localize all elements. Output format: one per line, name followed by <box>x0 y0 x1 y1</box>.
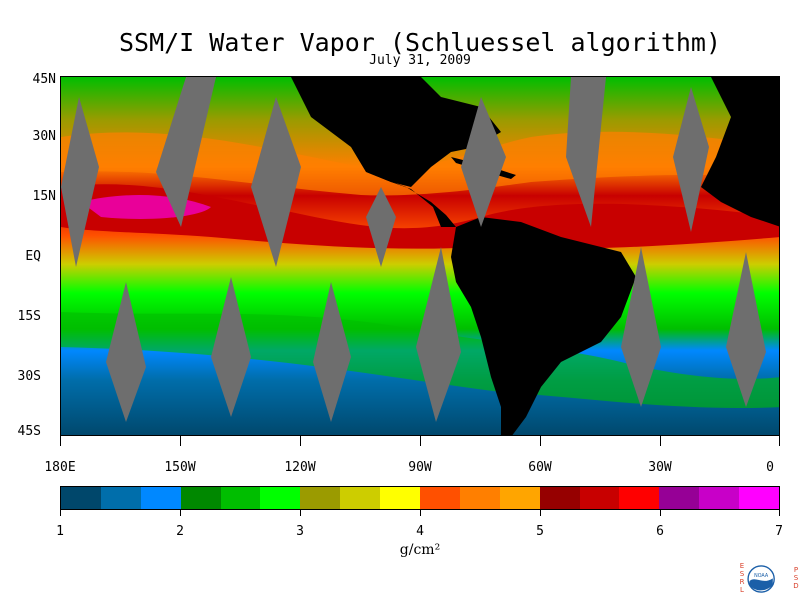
map-canvas <box>61 77 779 435</box>
lon-tick <box>300 436 301 446</box>
colorbar-label-3: 3 <box>296 524 304 539</box>
colorbar-units: g/cm² <box>399 542 441 558</box>
swath-gap <box>156 77 216 227</box>
colorbar-label-4: 4 <box>416 524 424 539</box>
colorbar-label-2: 2 <box>176 524 184 539</box>
colorbar-segment <box>61 487 101 509</box>
colorbar-tick <box>660 510 661 516</box>
colorbar-segment <box>380 487 421 509</box>
colorbar-segment <box>140 487 181 509</box>
north-america-land <box>291 77 501 187</box>
south-america-land <box>451 217 636 435</box>
colorbar-segment <box>260 487 301 509</box>
psd-text: PSD <box>792 566 800 590</box>
colorbar-tick <box>420 510 421 516</box>
itcz-band <box>61 184 779 249</box>
lon-tick <box>540 436 541 446</box>
lon-tick <box>420 436 421 446</box>
map-date: July 31, 2009 <box>369 53 471 68</box>
lat-label-30s: 30S <box>17 369 41 384</box>
psd-vertical-text: PSD <box>792 566 800 592</box>
lat-label-45n: 45N <box>32 72 56 87</box>
lon-label-180e: 180E <box>44 460 76 475</box>
colorbar-segment <box>180 487 221 509</box>
europe-africa-land <box>701 77 779 227</box>
noaa-logo-wave <box>749 578 773 591</box>
lat-label-15n: 15N <box>32 189 56 204</box>
swath-gap <box>106 282 146 422</box>
lat-label-45s: 45S <box>17 424 41 439</box>
colorbar-segment <box>499 487 540 509</box>
swath-gap <box>211 277 251 417</box>
colorbar-tick <box>540 510 541 516</box>
lon-tick <box>779 436 780 446</box>
colorbar-segment <box>220 487 261 509</box>
lat-label-30n: 30N <box>32 129 56 144</box>
lon-label-120w: 120W <box>284 460 316 475</box>
swath-gap <box>366 187 396 267</box>
colorbar-tick <box>779 510 780 516</box>
map-title: SSM/I Water Vapor (Schluessel algorithm) <box>118 28 722 57</box>
swath-gap <box>726 252 766 407</box>
esrl-vertical-text: ESRL <box>738 562 746 596</box>
colorbar-segment <box>579 487 620 509</box>
swath-gap <box>566 77 606 227</box>
swath-gap <box>251 97 301 267</box>
colorbar-segment <box>420 487 460 509</box>
swath-gap <box>416 247 461 422</box>
swath-gap <box>673 87 709 232</box>
water-vapor-map <box>60 76 780 436</box>
lon-label-90w: 90W <box>408 460 432 475</box>
lat-label-15s: 15S <box>17 309 41 324</box>
lon-label-30w: 30W <box>648 460 672 475</box>
lon-label-0: 0 <box>766 460 774 475</box>
swath-gap <box>61 97 99 267</box>
colorbar-label-1: 1 <box>56 524 64 539</box>
colorbar-label-7: 7 <box>775 524 783 539</box>
colorbar-segment <box>300 487 341 509</box>
colorbar-segment <box>340 487 381 509</box>
swath-gap <box>461 97 506 227</box>
colorbar <box>60 486 780 510</box>
noaa-logo: NOAA <box>747 565 775 593</box>
colorbar-segment <box>699 487 740 509</box>
central-america-land <box>366 172 456 227</box>
colorbar-segment <box>619 487 660 509</box>
lat-label-eq: EQ <box>25 249 41 264</box>
colorbar-tick <box>180 510 181 516</box>
colorbar-segment <box>659 487 700 509</box>
lon-tick <box>660 436 661 446</box>
colorbar-segment <box>739 487 780 509</box>
no-data-swaths <box>61 77 766 422</box>
lon-tick <box>60 436 61 446</box>
subtropical-band <box>61 131 779 196</box>
lon-label-150w: 150W <box>164 460 196 475</box>
colorbar-segment <box>459 487 500 509</box>
swath-gap <box>313 282 351 422</box>
colorbar-label-6: 6 <box>656 524 664 539</box>
swath-gap <box>621 247 661 407</box>
colorbar-tick <box>60 510 61 516</box>
lon-label-60w: 60W <box>528 460 552 475</box>
colorbar-tick <box>300 510 301 516</box>
noaa-logo-text: NOAA <box>754 573 769 579</box>
colorbar-label-5: 5 <box>536 524 544 539</box>
colorbar-segment <box>539 487 580 509</box>
lon-tick <box>180 436 181 446</box>
colorbar-segment <box>100 487 141 509</box>
esrl-text: ESRL <box>738 562 746 594</box>
